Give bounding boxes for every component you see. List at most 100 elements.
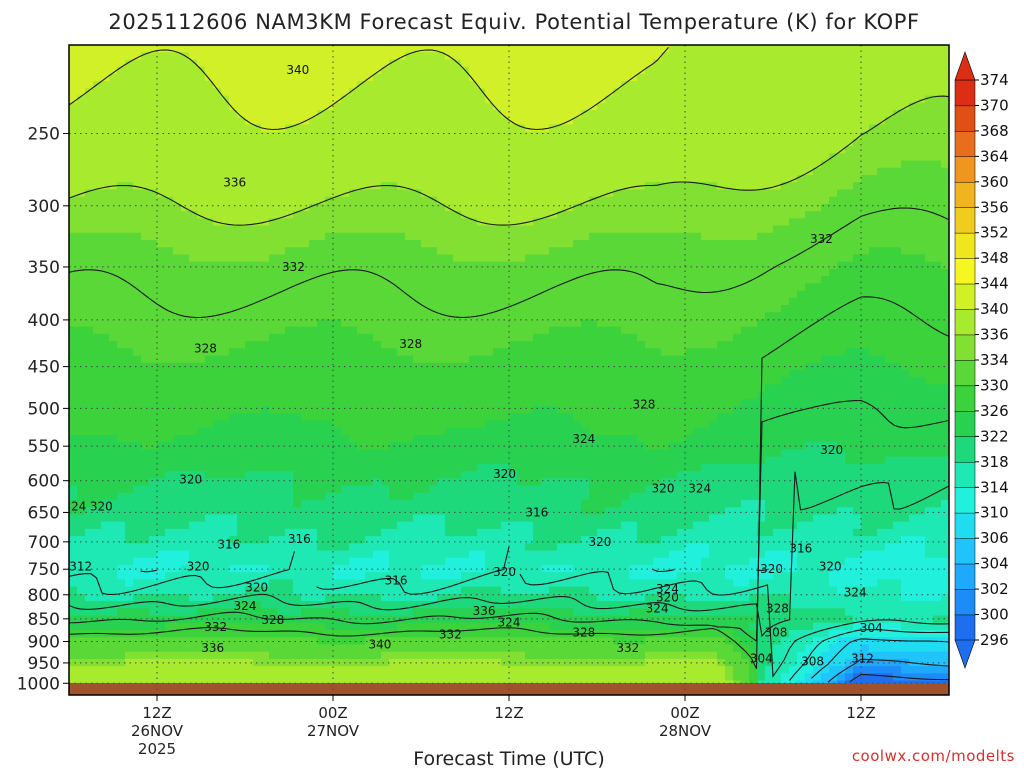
theta-e-cell	[357, 290, 366, 299]
theta-e-cell	[525, 138, 534, 147]
theta-e-cell	[141, 225, 150, 234]
theta-e-cell	[541, 167, 550, 176]
theta-e-cell	[117, 232, 126, 241]
theta-e-cell	[333, 326, 342, 335]
theta-e-cell	[381, 138, 390, 147]
theta-e-cell	[341, 225, 350, 234]
theta-e-cell	[925, 175, 934, 183]
theta-e-cell	[853, 348, 862, 357]
theta-e-cell	[749, 312, 758, 321]
theta-e-cell	[157, 146, 166, 154]
theta-e-cell	[77, 333, 86, 342]
theta-e-cell	[813, 312, 822, 321]
theta-e-cell	[877, 131, 886, 140]
theta-e-cell	[845, 341, 854, 349]
theta-e-cell	[365, 81, 374, 89]
theta-e-cell	[925, 117, 934, 126]
theta-e-cell	[669, 297, 678, 306]
theta-e-cell	[181, 225, 190, 234]
theta-e-cell	[269, 203, 278, 212]
theta-e-cell	[701, 268, 710, 277]
theta-e-cell	[405, 362, 414, 371]
theta-e-cell	[909, 232, 918, 241]
theta-e-cell	[269, 283, 278, 292]
theta-e-cell	[429, 232, 438, 241]
theta-e-cell	[237, 341, 246, 349]
theta-e-cell	[477, 66, 486, 75]
theta-e-cell	[397, 189, 406, 198]
theta-e-cell	[373, 153, 382, 162]
theta-e-cell	[597, 261, 606, 270]
theta-e-cell	[829, 283, 838, 292]
theta-e-cell	[181, 240, 190, 248]
theta-e-cell	[405, 225, 414, 234]
theta-e-cell	[253, 370, 262, 378]
theta-e-cell	[773, 95, 782, 104]
theta-e-cell	[133, 138, 142, 147]
theta-e-cell	[573, 305, 582, 313]
theta-e-cell	[645, 261, 654, 270]
theta-e-cell	[861, 153, 870, 162]
theta-e-cell	[925, 138, 934, 147]
theta-e-cell	[853, 326, 862, 335]
theta-e-cell	[197, 247, 206, 256]
theta-e-cell	[389, 102, 398, 111]
theta-e-cell	[869, 283, 878, 292]
theta-e-cell	[269, 297, 278, 306]
theta-e-cell	[653, 297, 662, 306]
theta-e-cell	[581, 153, 590, 162]
theta-e-cell	[637, 290, 646, 299]
theta-e-cell	[893, 189, 902, 198]
theta-e-cell	[341, 218, 350, 227]
theta-e-cell	[693, 81, 702, 89]
theta-e-cell	[253, 124, 262, 133]
theta-e-cell	[341, 160, 350, 169]
theta-e-cell	[685, 247, 694, 256]
theta-e-cell	[157, 276, 166, 284]
theta-e-cell	[925, 319, 934, 328]
theta-e-cell	[789, 319, 798, 328]
theta-e-cell	[509, 297, 518, 306]
theta-e-cell	[189, 203, 198, 212]
theta-e-cell	[365, 160, 374, 169]
theta-e-cell	[533, 232, 542, 241]
theta-e-cell	[717, 261, 726, 270]
theta-e-cell	[149, 167, 158, 176]
theta-e-cell	[341, 305, 350, 313]
theta-e-cell	[349, 66, 358, 75]
theta-e-cell	[149, 95, 158, 104]
theta-e-cell	[653, 333, 662, 342]
theta-e-cell	[813, 225, 822, 234]
theta-e-cell	[885, 312, 894, 321]
theta-e-cell	[109, 232, 118, 241]
theta-e-cell	[573, 218, 582, 227]
theta-e-cell	[749, 348, 758, 357]
theta-e-cell	[277, 247, 286, 256]
theta-e-cell	[525, 268, 534, 277]
theta-e-cell	[645, 59, 654, 68]
theta-e-cell	[773, 88, 782, 97]
theta-e-cell	[581, 146, 590, 154]
theta-e-cell	[101, 189, 110, 198]
theta-e-cell	[613, 261, 622, 270]
theta-e-cell	[373, 117, 382, 126]
theta-e-cell	[541, 160, 550, 169]
theta-e-cell	[589, 131, 598, 140]
theta-e-cell	[733, 225, 742, 234]
theta-e-cell	[133, 218, 142, 227]
theta-e-cell	[405, 81, 414, 89]
theta-e-cell	[789, 45, 798, 53]
theta-e-cell	[837, 240, 846, 248]
theta-e-cell	[325, 45, 334, 53]
theta-e-cell	[333, 362, 342, 371]
theta-e-cell	[173, 59, 182, 68]
theta-e-cell	[277, 290, 286, 299]
theta-e-cell	[829, 81, 838, 89]
theta-e-cell	[813, 196, 822, 205]
theta-e-cell	[693, 196, 702, 205]
theta-e-cell	[581, 131, 590, 140]
theta-e-cell	[925, 290, 934, 299]
theta-e-cell	[469, 153, 478, 162]
theta-e-cell	[829, 268, 838, 277]
theta-e-cell	[853, 102, 862, 111]
